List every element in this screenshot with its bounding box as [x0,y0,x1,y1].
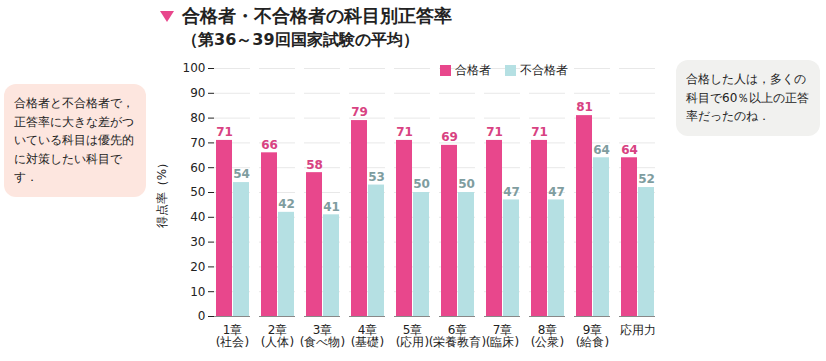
svg-text:80: 80 [190,111,205,125]
svg-text:71: 71 [531,125,548,139]
svg-text:2章(人体): 2章(人体) [261,323,294,349]
svg-text:5章(応用): 5章(応用) [396,323,429,349]
svg-text:64: 64 [593,143,610,157]
svg-text:41: 41 [323,200,340,214]
svg-text:64: 64 [621,143,638,157]
svg-text:50: 50 [190,185,205,199]
svg-text:得点率（%）: 得点率（%） [155,157,169,228]
svg-text:90: 90 [190,86,205,100]
svg-text:10: 10 [190,285,205,299]
svg-text:71: 71 [216,125,233,139]
svg-text:79: 79 [351,105,368,119]
html-text:合格者・不合格者の科目別正答率: 合格者・不合格者の科目別正答率 [182,5,452,26]
svg-text:53: 53 [368,170,385,184]
html-text:不合格者: 不合格者 [520,63,568,77]
svg-text:47: 47 [503,185,520,199]
svg-text:50: 50 [413,177,430,191]
svg-text:81: 81 [576,100,593,114]
svg-text:58: 58 [306,158,323,172]
svg-text:3章(食べ物): 3章(食べ物) [300,323,345,349]
svg-text:1章(社会): 1章(社会) [216,323,249,349]
svg-text:8章(公衆): 8章(公衆) [531,323,564,349]
svg-text:100: 100 [183,61,206,75]
html-text:合格した人は，多くの科目で60％以上の正答率だったのね．: 合格した人は，多くの科目で60％以上の正答率だったのね． [686,72,810,124]
svg-text:52: 52 [638,172,655,186]
svg-text:71: 71 [486,125,503,139]
html-text:（第36～39回国家試験の平均）: （第36～39回国家試験の平均） [182,30,419,49]
svg-text:50: 50 [458,177,475,191]
svg-text:70: 70 [190,136,205,150]
html-text:合格者と不合格者で，正答率に大きな差がついている科目は優先的: 合格者と不合格者で，正答率に大きな差がついている科目は優先的に対策したい科目です… [14,96,134,185]
html-text:合格者: 合格者 [455,63,491,77]
svg-text:47: 47 [548,185,565,199]
svg-text:応用力: 応用力 [620,323,656,337]
svg-text:6章(栄養教育): 6章(栄養教育) [429,323,486,349]
svg-text:71: 71 [396,125,413,139]
svg-text:4章(基礎): 4章(基礎) [351,323,384,349]
svg-text:60: 60 [190,161,205,175]
svg-text:66: 66 [261,138,278,152]
svg-text:30: 30 [190,235,205,249]
svg-text:0: 0 [198,309,206,323]
svg-text:42: 42 [278,197,295,211]
svg-text:69: 69 [441,130,458,144]
svg-text:54: 54 [233,167,250,181]
svg-text:9章(給食): 9章(給食) [576,323,609,349]
svg-text:40: 40 [190,210,205,224]
svg-text:20: 20 [190,260,205,274]
svg-text:7章(臨床): 7章(臨床) [486,323,519,349]
